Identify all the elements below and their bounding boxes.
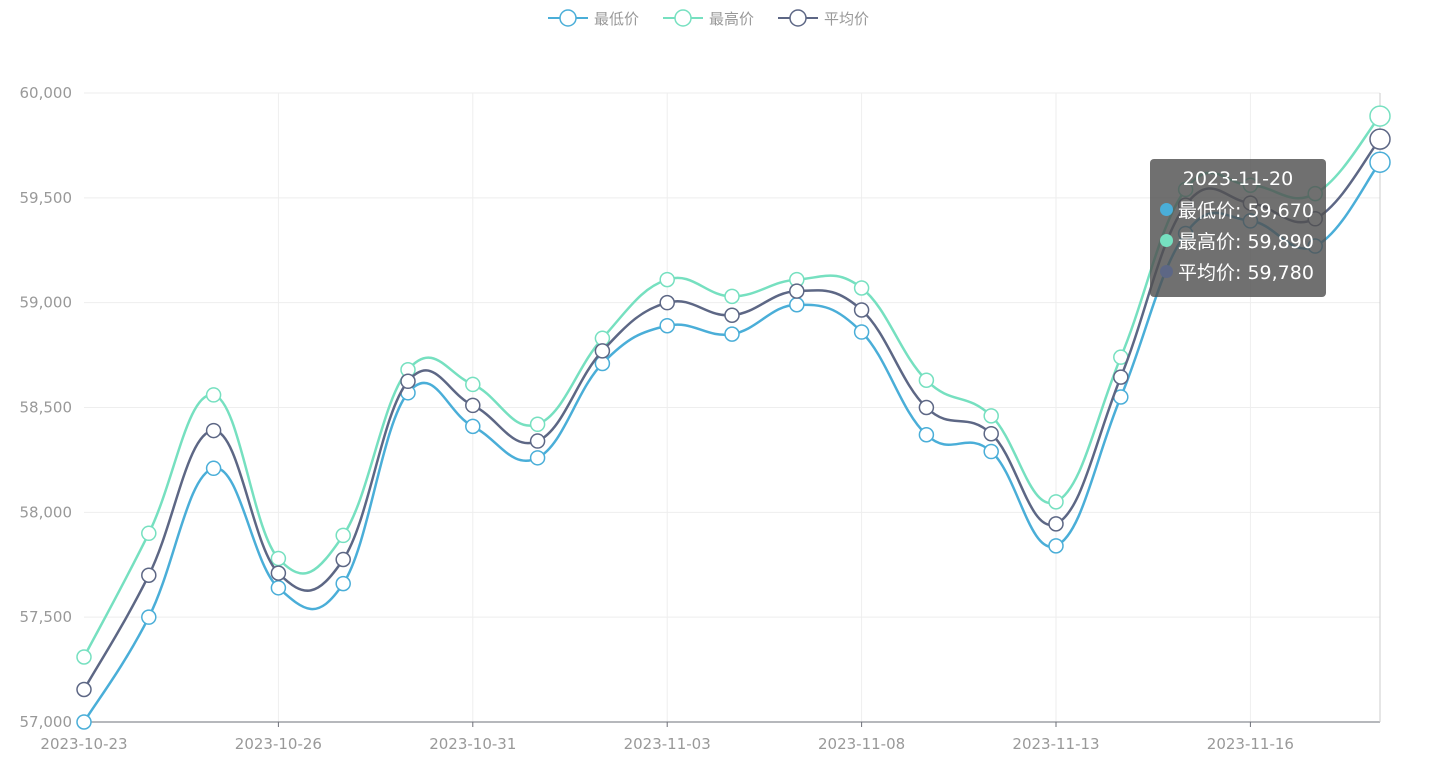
data-point <box>270 550 287 567</box>
data-point <box>1048 538 1064 554</box>
data-point <box>1369 128 1391 150</box>
data-point <box>918 427 935 443</box>
tooltip-dot <box>1160 203 1173 216</box>
x-tick-label: 2023-10-26 <box>235 735 322 753</box>
data-point <box>789 283 805 299</box>
tooltip-text: 最高价: 59,890 <box>1178 231 1314 253</box>
tooltip-row: 最低价: 59,670 <box>1160 194 1326 225</box>
data-point <box>205 460 222 477</box>
data-point <box>141 609 157 625</box>
data-point <box>335 527 351 544</box>
data-point <box>76 714 92 730</box>
x-tick-label: 2023-11-16 <box>1207 735 1294 753</box>
data-point <box>789 297 805 313</box>
data-point <box>465 418 481 435</box>
y-tick-label: 57,000 <box>20 713 73 731</box>
data-point <box>983 425 999 442</box>
x-tick-label: 2023-10-31 <box>429 735 516 753</box>
data-point <box>1369 151 1391 173</box>
tooltip-dot <box>1160 234 1173 247</box>
legend-icon <box>674 9 692 27</box>
tooltip-row: 平均价: 59,780 <box>1160 256 1326 287</box>
data-point <box>141 525 157 542</box>
legend-label: 最高价 <box>709 10 754 28</box>
data-point <box>724 288 740 305</box>
data-point <box>724 326 740 342</box>
tooltip-row: 最高价: 59,890 <box>1160 225 1326 256</box>
data-point <box>659 294 675 311</box>
data-point <box>335 551 351 568</box>
data-point <box>853 302 870 318</box>
data-point <box>205 422 222 439</box>
data-point <box>400 373 416 390</box>
data-point <box>1048 516 1064 532</box>
data-point <box>270 565 287 581</box>
data-point <box>724 307 740 323</box>
data-point <box>465 376 481 393</box>
tooltip: 2023-11-20 最低价: 59,670 最高价: 59,890 平均价: 59… <box>1150 159 1326 297</box>
data-point <box>853 280 870 296</box>
data-point <box>76 681 92 698</box>
legend-item[interactable]: 平均价 <box>778 9 869 28</box>
legend-icon <box>559 9 577 27</box>
legend-label: 平均价 <box>824 10 869 28</box>
data-point <box>529 416 546 433</box>
data-point <box>594 343 611 359</box>
data-point <box>529 433 546 449</box>
legend-item[interactable]: 最低价 <box>548 9 639 28</box>
data-point <box>918 372 935 388</box>
data-point <box>529 450 546 466</box>
legend-item[interactable]: 最高价 <box>663 9 754 28</box>
y-tick-label: 59,500 <box>20 189 73 207</box>
data-point <box>983 443 999 460</box>
data-point <box>205 387 222 403</box>
x-tick-label: 2023-10-23 <box>40 735 127 753</box>
legend: 最低价 最高价 平均价 <box>548 9 869 28</box>
y-tick-label: 59,000 <box>20 294 73 312</box>
tooltip-text: 最低价: 59,670 <box>1178 200 1314 222</box>
data-point <box>659 271 675 288</box>
y-tick-label: 58,000 <box>20 503 73 521</box>
data-point <box>335 575 351 592</box>
tooltip-text: 平均价: 59,780 <box>1178 262 1314 284</box>
data-point <box>659 317 675 334</box>
y-tick-label: 60,000 <box>20 84 73 102</box>
data-point <box>76 649 92 665</box>
data-point <box>918 399 935 416</box>
x-tick-label: 2023-11-13 <box>1012 735 1099 753</box>
y-tick-label: 58,500 <box>20 399 73 417</box>
x-tick-label: 2023-11-03 <box>624 735 711 753</box>
tooltip-dot <box>1160 265 1173 278</box>
y-tick-label: 57,500 <box>20 608 73 626</box>
data-point <box>141 567 157 583</box>
tooltip-title: 2023-11-20 <box>1182 168 1294 190</box>
data-point <box>983 408 999 424</box>
x-tick-label: 2023-11-08 <box>818 735 905 753</box>
data-point <box>1113 369 1129 385</box>
data-point <box>465 397 481 414</box>
legend-label: 最低价 <box>594 10 639 28</box>
legend-icon <box>789 9 807 27</box>
data-point <box>1369 105 1391 127</box>
data-point <box>270 580 287 596</box>
data-point <box>853 324 870 340</box>
data-point <box>1048 494 1064 510</box>
